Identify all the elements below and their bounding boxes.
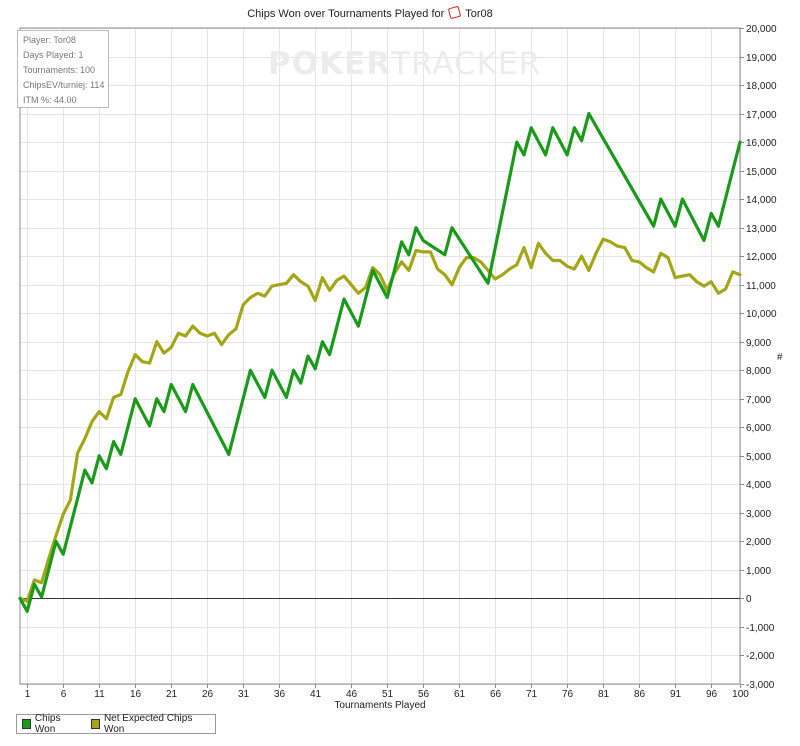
y-tick-label: 9,000 <box>746 338 771 349</box>
x-tick-label: 81 <box>598 689 610 700</box>
series-lines <box>18 111 742 613</box>
y-tick-label: 1,000 <box>746 566 771 577</box>
stats-tournaments: Tournaments: 100 <box>23 65 96 75</box>
y-tick-label: 13,000 <box>746 224 777 235</box>
y-tick-label: 11,000 <box>746 281 776 292</box>
y-tick-label: 17,000 <box>746 110 777 121</box>
x-tick-label: 51 <box>382 689 394 700</box>
x-tick-label: 46 <box>346 689 358 700</box>
x-tick-label: 100 <box>732 689 749 700</box>
y-tick-label: 8,000 <box>746 366 771 377</box>
legend-item-net-expected[interactable]: Net Expected Chips Won <box>90 713 201 735</box>
legend: Chips Won Net Expected Chips Won <box>16 713 216 735</box>
y-tick-label: 20,000 <box>746 24 777 35</box>
y-tick-label: 3,000 <box>746 509 771 520</box>
y-tick-label: 16,000 <box>746 138 777 149</box>
stats-days: Days Played: 1 <box>23 50 84 60</box>
stats-box: Player: Tor08 Days Played: 1 Tournaments… <box>17 30 109 108</box>
card-icon <box>448 5 462 20</box>
x-tick-label: 6 <box>61 689 67 700</box>
y-tick-label: 5,000 <box>746 452 771 463</box>
pokertracker-logo: POKERTRACKER <box>268 46 541 82</box>
x-tick-label: 66 <box>490 689 502 700</box>
y-tick-label: 10,000 <box>746 309 777 320</box>
y-tick-label: 7,000 <box>746 395 771 406</box>
x-tick-label: 31 <box>238 689 250 700</box>
series-line-net-expected <box>18 237 742 603</box>
logo-part1: POKER <box>268 46 392 82</box>
stats-player: Player: Tor08 <box>23 35 76 45</box>
grid <box>20 28 741 685</box>
axes <box>19 27 741 685</box>
chart-title-text: Chips Won over Tournaments Played for <box>247 8 445 20</box>
legend-item-chips-won[interactable]: Chips Won <box>22 713 77 735</box>
legend-swatch <box>22 719 31 729</box>
x-tick-label: 71 <box>526 689 538 700</box>
y-tick-label: 14,000 <box>746 195 777 206</box>
y-tick-label: 0 <box>746 594 752 605</box>
x-tick-label: 26 <box>202 689 214 700</box>
plot-area-border <box>19 27 741 685</box>
ticks: -3,000 -2,000 -1,000 0 1,000 2,000 3,000 4,000 5… <box>25 24 777 700</box>
x-tick-label: 56 <box>418 689 430 700</box>
x-tick-label: 76 <box>562 689 574 700</box>
legend-swatch <box>90 719 100 729</box>
x-tick-label: 86 <box>634 689 646 700</box>
y-tick-label: 6,000 <box>746 423 771 434</box>
y-tick-label: 15,000 <box>746 167 777 178</box>
y-tick-label: -3,000 <box>746 680 775 691</box>
x-tick-label: 41 <box>310 689 322 700</box>
chart-title-player: Tor08 <box>465 8 493 20</box>
y-tick-label: 12,000 <box>746 252 777 263</box>
logo-part2: TRACKER <box>391 46 542 82</box>
x-tick-label: 11 <box>94 689 105 700</box>
x-tick-label: 36 <box>274 689 286 700</box>
x-tick-label: 21 <box>166 689 178 700</box>
y-tick-label: -1,000 <box>746 623 775 634</box>
x-tick-label: 91 <box>670 689 682 700</box>
x-tick-label: 16 <box>130 689 142 700</box>
y-tick-label: 2,000 <box>746 537 771 548</box>
chart-title: Chips Won over Tournaments Played for To… <box>0 5 740 20</box>
y-tick-label: 19,000 <box>746 53 777 64</box>
y-tick-label: 18,000 <box>746 81 777 92</box>
legend-label: Chips Won <box>34 713 61 735</box>
y-axis-label: # <box>777 352 783 363</box>
stats-chipsev: ChipsEV/turniej: 114 <box>23 80 105 90</box>
legend-label: Net Expected Chips Won <box>103 713 193 735</box>
x-tick-label: 96 <box>706 689 718 700</box>
y-tick-label: -2,000 <box>746 651 775 662</box>
stats-itm: ITM %: 44.00 <box>23 95 77 105</box>
y-tick-label: 4,000 <box>746 480 771 491</box>
x-axis-label: Tournaments Played <box>334 700 426 711</box>
series-line-chips-won <box>18 111 742 613</box>
x-tick-label: 61 <box>454 689 466 700</box>
x-tick-label: 1 <box>25 689 31 700</box>
